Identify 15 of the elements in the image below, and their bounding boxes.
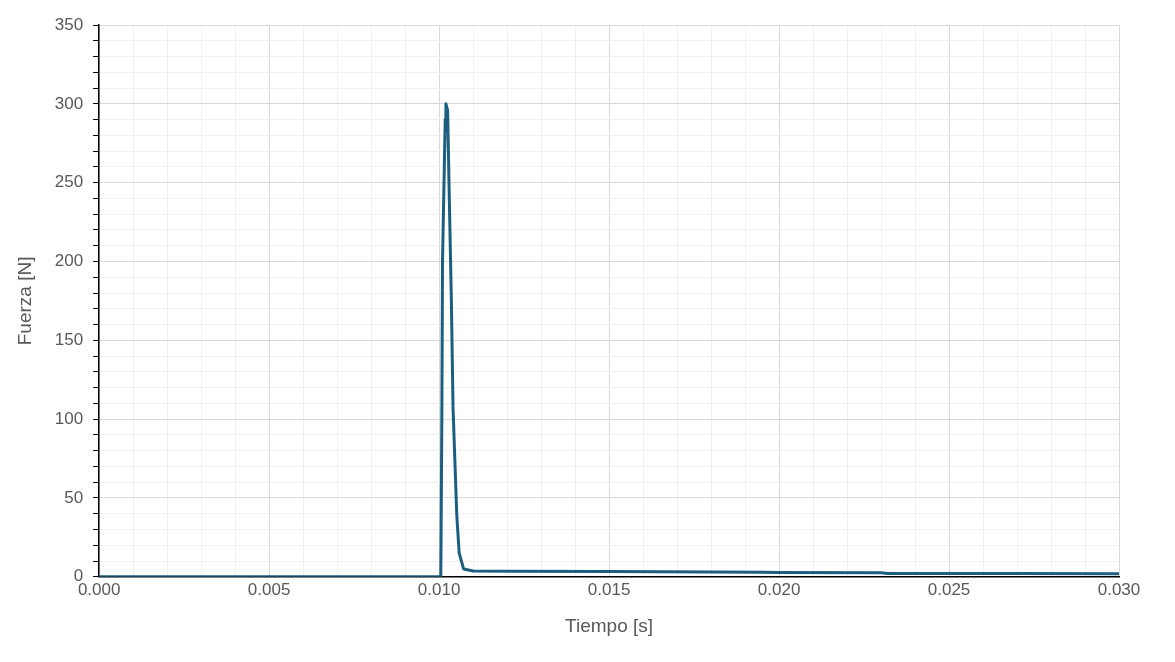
y-tick-label: 250	[54, 172, 84, 192]
y-tick-label: 150	[54, 330, 84, 349]
y-tick-label: 300	[54, 93, 84, 113]
x-axis-title: Tiempo [s]	[565, 614, 654, 636]
x-tick-label: 0.010	[417, 579, 461, 599]
x-tick-label: 0.025	[927, 579, 971, 599]
y-axis-title: Fuerza [N]	[13, 256, 35, 346]
y-tick-label: 100	[54, 408, 84, 428]
x-tick-label: 0.020	[757, 579, 801, 599]
x-tick-label: 0.005	[247, 579, 291, 599]
y-tick-label: 50	[64, 487, 84, 507]
x-tick-label: 0.015	[587, 579, 631, 599]
y-tick-label: 200	[54, 251, 84, 271]
x-tick-label: 0.030	[1097, 579, 1141, 599]
y-tick-label: 350	[54, 14, 84, 34]
